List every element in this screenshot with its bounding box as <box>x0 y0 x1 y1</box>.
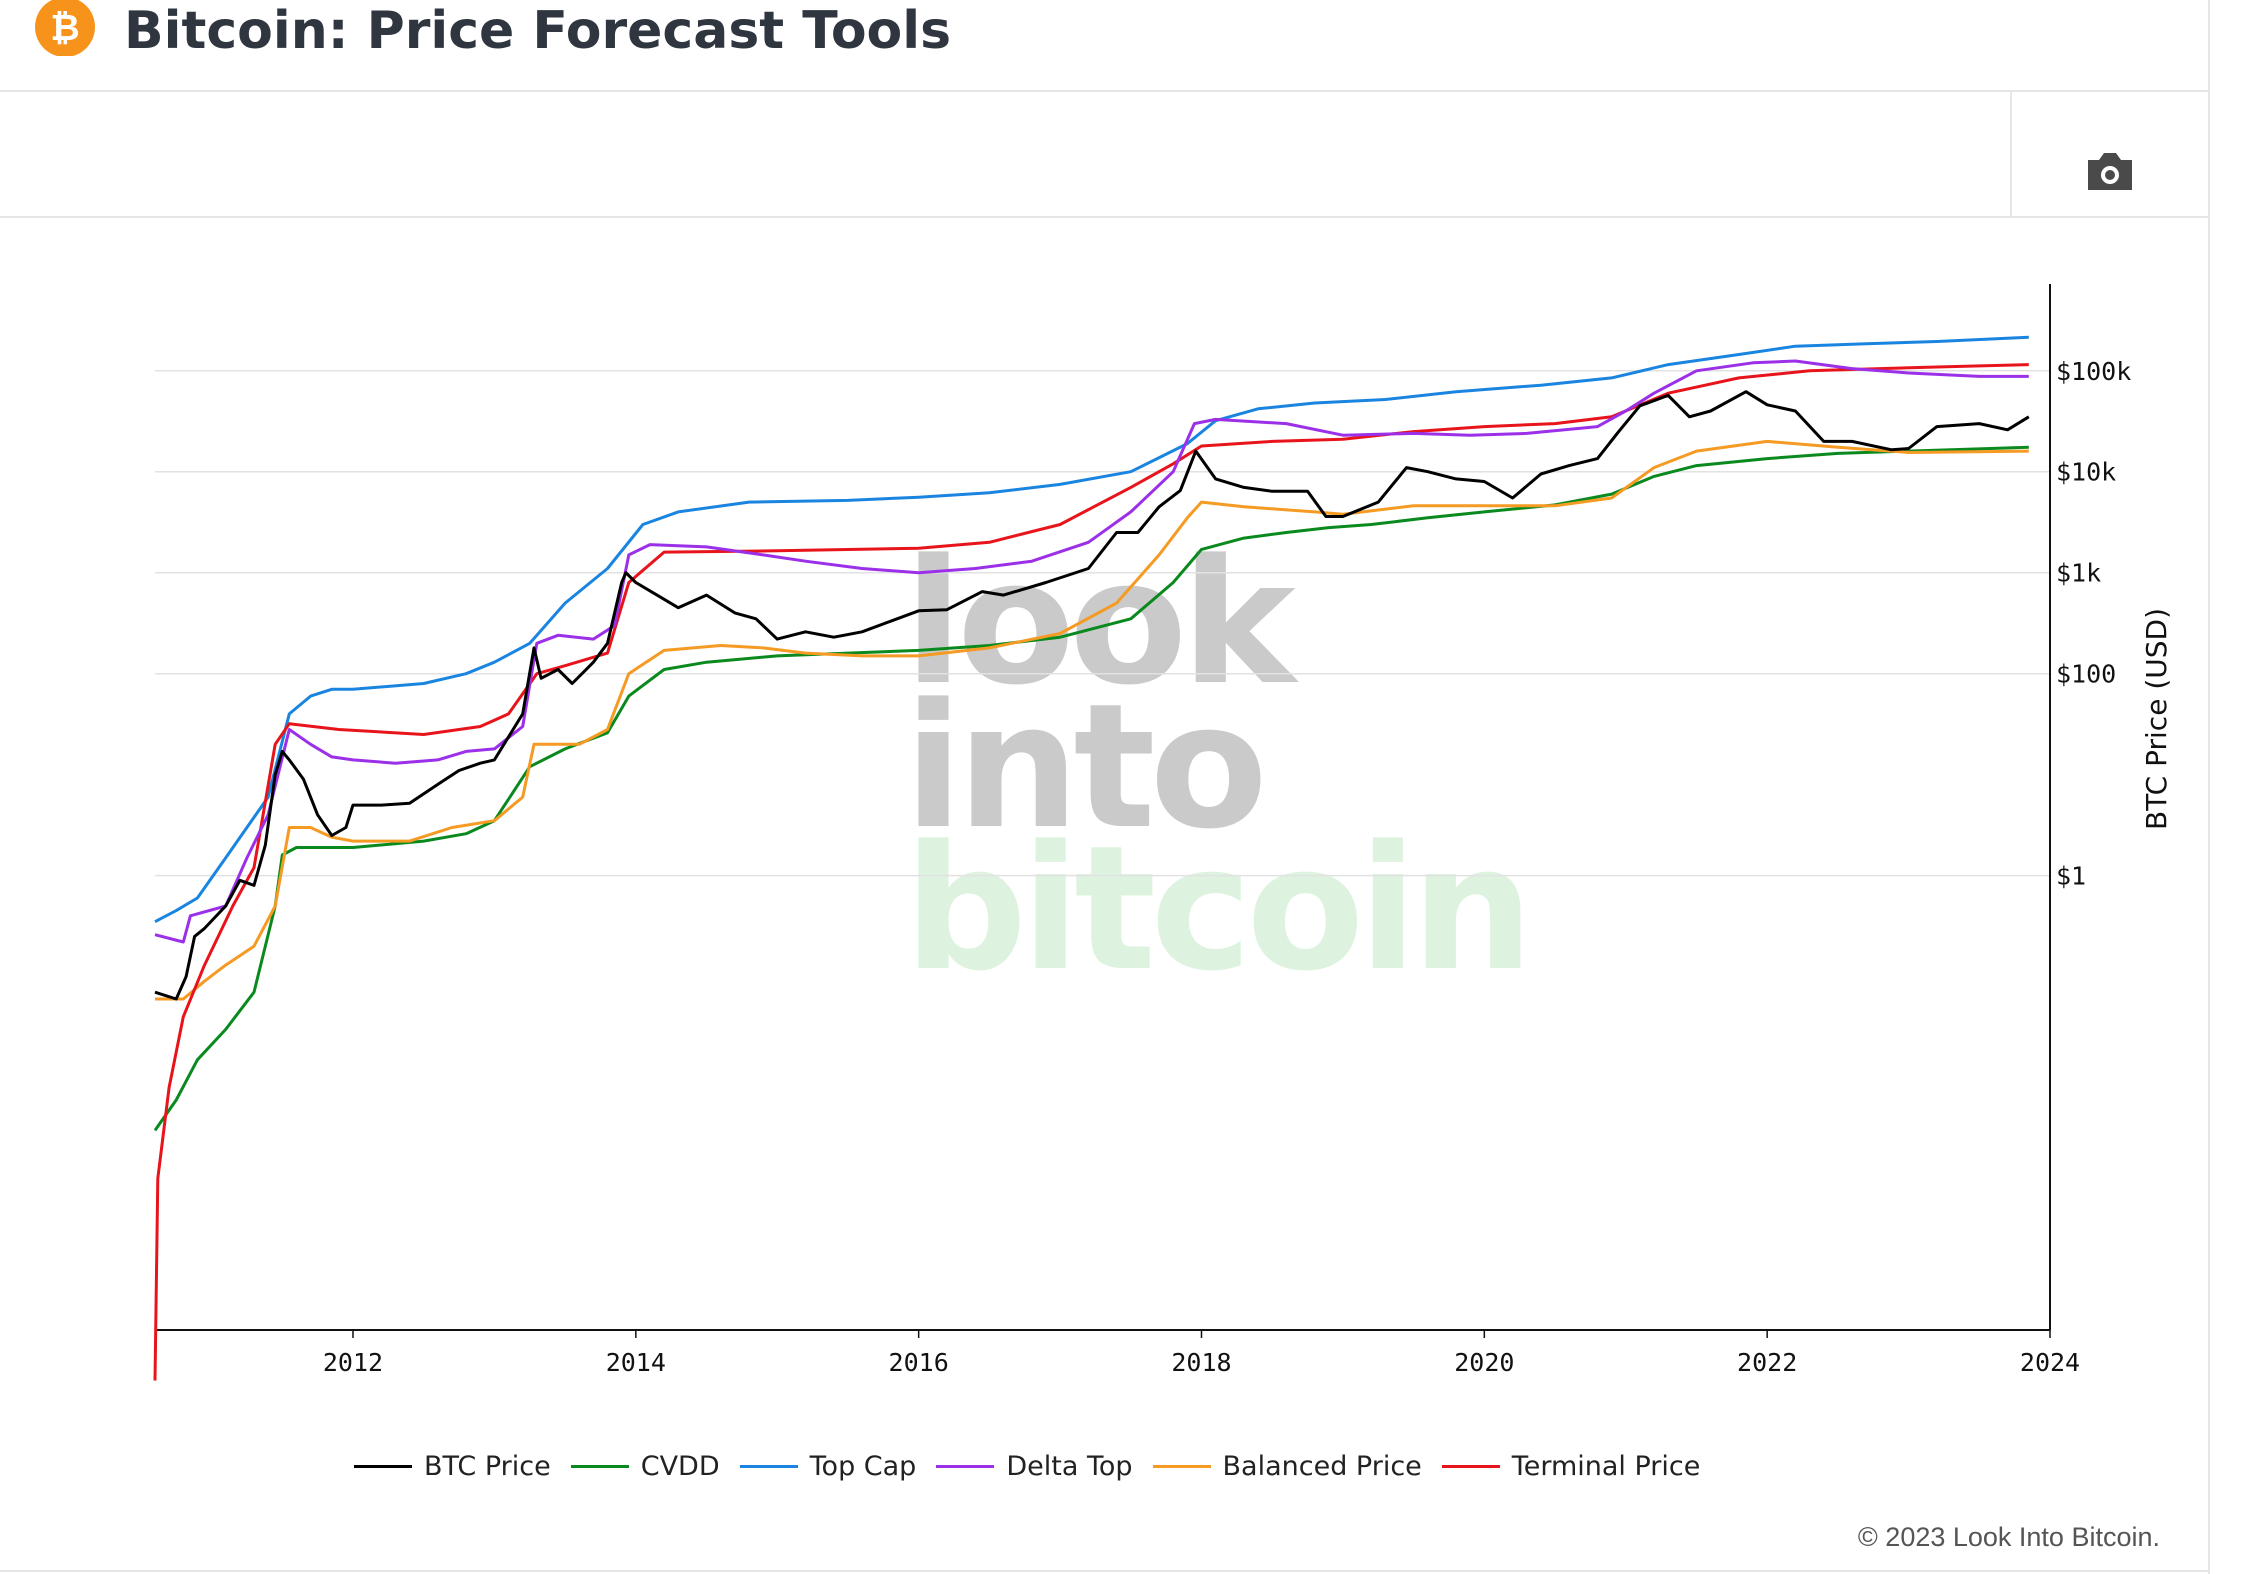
x-tick-label: 2018 <box>1171 1348 1231 1377</box>
legend-swatch <box>1152 1464 1211 1468</box>
legend-item-top-cap[interactable]: Top Cap <box>739 1450 917 1482</box>
chart-legend: BTC Price CVDD Top Cap Delta Top Balanced Pr… <box>354 1446 1720 1486</box>
x-tick-label: 2022 <box>1737 1348 1797 1377</box>
legend-item-terminal-price[interactable]: Terminal Price <box>1441 1450 1701 1482</box>
legend-swatch <box>354 1464 412 1468</box>
bitcoin-glyph: ₿ <box>50 8 79 49</box>
legend-swatch <box>739 1464 798 1468</box>
price-forecast-chart[interactable]: $1 $100 $1k $10k $100k 2012 2014 2016 2018 2020 20… <box>0 217 2210 1417</box>
x-tick-label: 2016 <box>889 1348 949 1377</box>
legend-swatch <box>936 1464 995 1468</box>
series-line-balanced-price <box>155 439 2029 1001</box>
legend-swatch <box>1441 1464 1500 1468</box>
right-border <box>2208 0 2210 1574</box>
y-tick-label: $1 <box>2056 862 2086 891</box>
legend-label: Terminal Price <box>1511 1450 1701 1482</box>
legend-item-btc-price[interactable]: BTC Price <box>354 1451 551 1482</box>
page-title: Bitcoin: Price Forecast Tools <box>124 1 952 61</box>
legend-swatch <box>570 1464 629 1468</box>
y-axis-title: BTC Price (USD) <box>2140 607 2173 830</box>
page-header: ₿ Bitcoin: Price Forecast Tools <box>0 0 2210 90</box>
x-tick-label: 2024 <box>2020 1348 2080 1377</box>
series-line-delta-top <box>154 359 2029 944</box>
bottom-border <box>0 1570 2210 1572</box>
series-line-top-cap <box>154 335 2029 924</box>
legend-label: CVDD <box>640 1450 720 1482</box>
copyright-text: © 2023 Look Into Bitcoin. <box>1857 1522 2160 1552</box>
x-tick-label: 2020 <box>1454 1348 1514 1377</box>
series-line-terminal-price <box>153 363 2029 1381</box>
y-tick-label: $1k <box>2056 559 2101 588</box>
header-divider <box>0 90 2210 92</box>
legend-label: BTC Price <box>424 1450 551 1482</box>
legend-item-delta-top[interactable]: Delta Top <box>936 1450 1133 1482</box>
legend-item-cvdd[interactable]: CVDD <box>570 1450 720 1482</box>
x-tick-label: 2012 <box>323 1348 383 1377</box>
y-tick-label: $100 <box>2056 660 2116 689</box>
bitcoin-logo-icon: ₿ <box>35 0 95 56</box>
y-tick-label: $100k <box>2056 357 2131 386</box>
toolbar-divider <box>2010 90 2012 217</box>
legend-label: Delta Top <box>1006 1450 1133 1482</box>
series-line-cvdd <box>153 445 2029 1132</box>
legend-label: Top Cap <box>809 1450 917 1482</box>
camera-icon[interactable] <box>2082 146 2138 196</box>
toolbar-bottom-divider <box>0 216 2210 218</box>
series-line-btc-price <box>154 390 2030 1001</box>
legend-item-balanced-price[interactable]: Balanced Price <box>1152 1450 1422 1482</box>
chart-toolbar <box>0 90 2210 217</box>
y-tick-label: $10k <box>2056 458 2116 487</box>
legend-label: Balanced Price <box>1222 1450 1422 1482</box>
x-tick-label: 2014 <box>606 1348 666 1377</box>
